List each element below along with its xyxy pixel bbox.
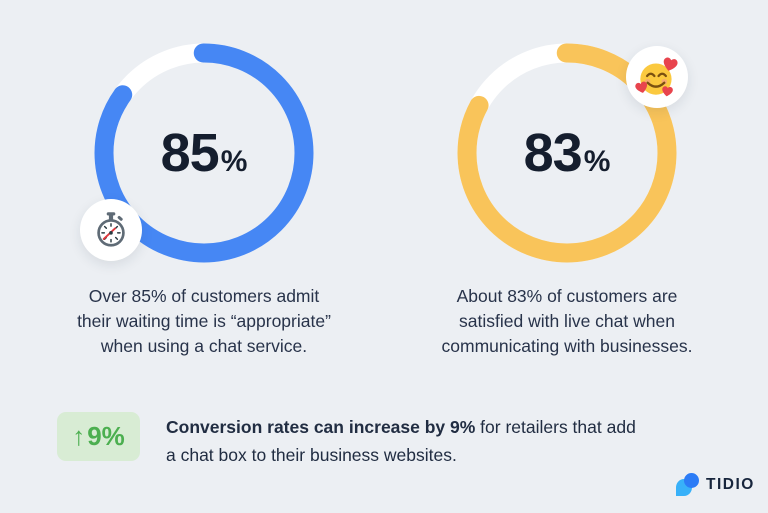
stat-value-85: 85% <box>94 43 314 263</box>
statement-line-2: a chat box to their business websites. <box>166 445 457 465</box>
stat-number: 85 <box>160 123 220 183</box>
tidio-logo: TIDIO <box>676 473 755 496</box>
statement-rest: for retailers that add <box>475 417 636 437</box>
stopwatch-badge <box>80 199 142 261</box>
stat-value-83: 83% <box>457 43 677 263</box>
conversion-statement: Conversion rates can increase by 9% for … <box>166 413 686 469</box>
donut-ring-85 <box>94 43 314 263</box>
smiling-face-with-hearts-icon <box>635 57 678 97</box>
stopwatch-icon <box>97 212 125 247</box>
logo-bubble-dark <box>684 473 699 488</box>
caption-line: satisfied with live chat when <box>459 311 675 331</box>
donut-progress-arc <box>94 43 314 263</box>
caption-waiting-time: Over 85% of customers admit their waitin… <box>34 284 374 359</box>
percent-sign: % <box>583 145 611 178</box>
caption-line: About 83% of customers are <box>456 286 678 306</box>
donut-chart-satisfaction: 83% <box>457 43 688 263</box>
up-arrow-icon: ↑ <box>72 421 86 451</box>
logo-wordmark: TIDIO <box>706 475 755 493</box>
caption-line: their waiting time is “appropriate” <box>77 311 331 331</box>
statement-bold: Conversion rates can increase by 9% <box>166 417 476 437</box>
caption-satisfaction: About 83% of customers are satisfied wit… <box>397 284 737 359</box>
statement-line-1: Conversion rates can increase by 9% for … <box>166 413 686 441</box>
smiling-face-badge <box>626 46 688 108</box>
donut-ring-83 <box>457 43 677 263</box>
donut-progress-arc <box>457 43 677 263</box>
caption-line: communicating with businesses. <box>441 336 693 356</box>
tidio-chat-bubble-icon <box>676 473 699 496</box>
badge-value: 9% <box>87 421 125 451</box>
caption-line: Over 85% of customers admit <box>88 286 320 306</box>
stat-number: 83 <box>523 123 583 183</box>
donut-chart-waiting-time: 85% <box>80 43 314 263</box>
conversion-increase-badge: ↑ 9% <box>57 412 140 461</box>
caption-line: when using a chat service. <box>100 336 308 356</box>
percent-sign: % <box>220 145 248 178</box>
